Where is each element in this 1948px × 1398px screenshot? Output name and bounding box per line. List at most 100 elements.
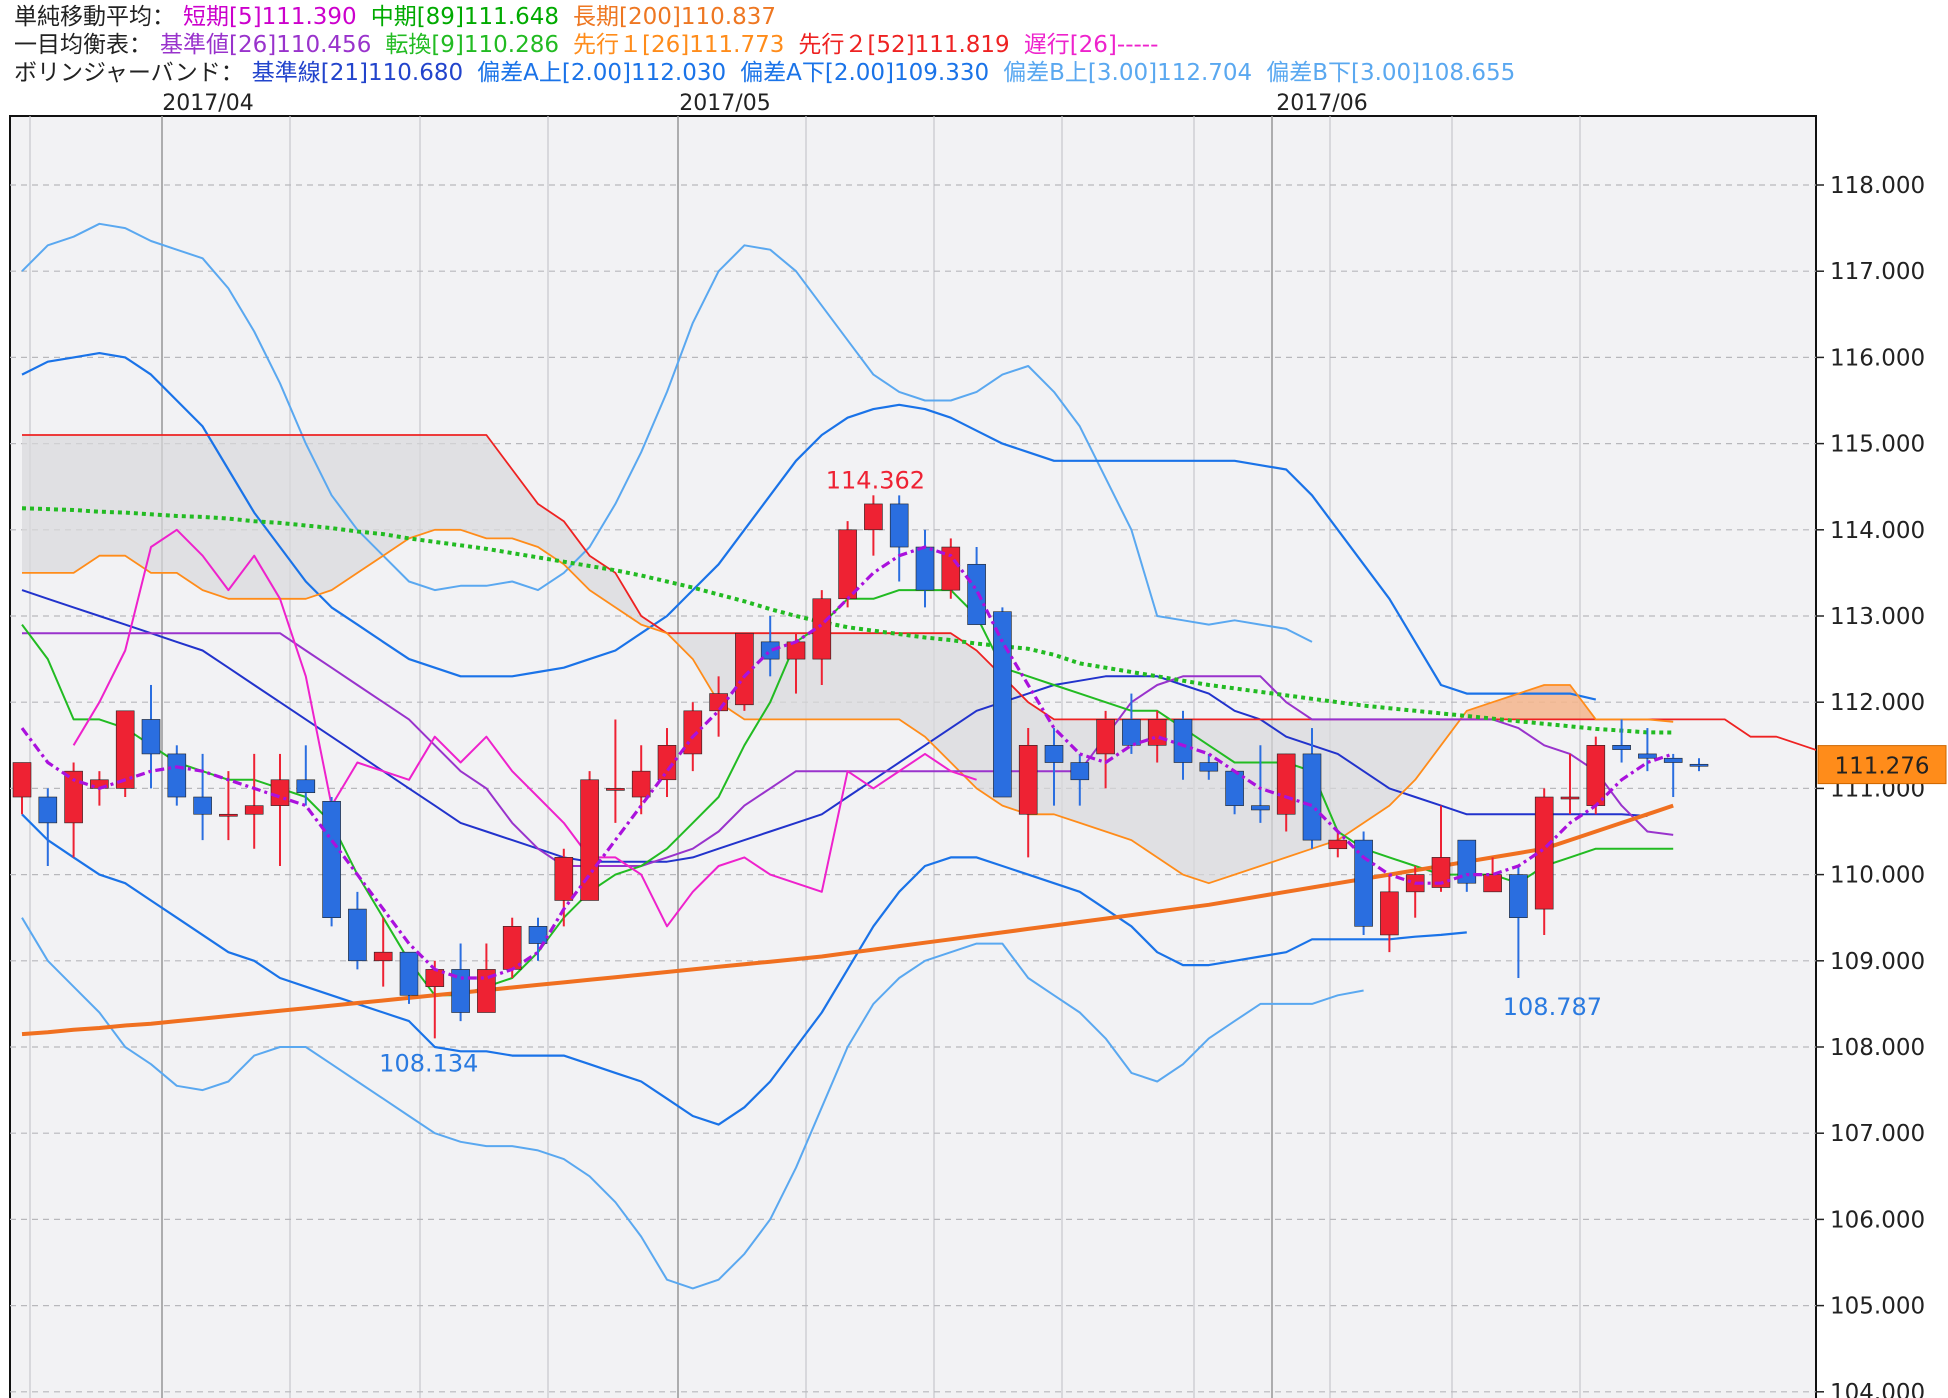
candle-body-up bbox=[786, 641, 806, 660]
candle-body-down bbox=[38, 796, 58, 824]
candle-body-up bbox=[631, 770, 651, 798]
candle-body-up bbox=[554, 857, 574, 901]
candle-body-up bbox=[12, 762, 32, 798]
current-price-tag bbox=[1817, 745, 1947, 785]
candle-body-up bbox=[1018, 744, 1038, 815]
y-tick-label: 115.000 bbox=[1830, 432, 1925, 458]
candle-body-down bbox=[296, 779, 316, 794]
x-month-label: 2017/06 bbox=[1276, 91, 1367, 116]
legend-bollinger-a-up: 偏差A上[2.00]112.030 bbox=[477, 60, 727, 86]
sma-short-line bbox=[20, 545, 1674, 980]
current-price-label: 111.276 bbox=[1834, 754, 1929, 780]
candle-body-down bbox=[348, 908, 367, 962]
candle-body-up bbox=[864, 503, 883, 531]
candle-body-up bbox=[373, 951, 393, 962]
bollinger-mid-line bbox=[21, 589, 1648, 863]
candle-body-down bbox=[1302, 753, 1322, 841]
candle-body-down bbox=[1122, 719, 1141, 746]
candle-body-down bbox=[1457, 839, 1477, 884]
candle-body-up bbox=[606, 788, 625, 791]
candle-body-up bbox=[657, 744, 677, 781]
candle-body-up bbox=[1328, 839, 1348, 850]
y-tick-label: 107.000 bbox=[1830, 1121, 1925, 1147]
legend-sma-short: 短期[5]111.390 bbox=[183, 4, 357, 30]
candle-body-up bbox=[477, 969, 496, 1013]
candle-body-up bbox=[115, 710, 135, 789]
x-month-label: 2017/05 bbox=[679, 91, 770, 116]
legend-ichimoku-span2: 先行２[52]111.819 bbox=[798, 32, 1010, 58]
candle-body-down bbox=[1070, 762, 1090, 781]
legend-bollinger-mid: 基準線[21]110.680 bbox=[251, 60, 464, 86]
candle-body-down bbox=[1251, 805, 1270, 811]
candle-body-up bbox=[1276, 753, 1296, 815]
legend-ichimoku-row: 一目均衡表： 基準値[26]110.456 転換[9]110.286 先行１[26]1… bbox=[14, 31, 1172, 59]
legend-sma-mid: 中期[89]111.648 bbox=[370, 4, 560, 30]
candle-body-up bbox=[941, 546, 961, 591]
candle-body-up bbox=[219, 813, 238, 817]
legend-sma-label: 単純移動平均： bbox=[14, 4, 175, 30]
legend-ichimoku-base: 基準値[26]110.456 bbox=[160, 32, 372, 58]
y-tick-label: 109.000 bbox=[1830, 949, 1925, 975]
candle-body-down bbox=[1044, 744, 1064, 763]
candle-body-down bbox=[451, 969, 470, 1013]
y-tick-label: 113.000 bbox=[1830, 604, 1925, 630]
low-annotation-2: 108.787 bbox=[1503, 993, 1602, 1021]
sma-long-line bbox=[21, 803, 1674, 1037]
y-tick-label: 116.000 bbox=[1830, 345, 1925, 371]
y-tick-label: 118.000 bbox=[1830, 173, 1925, 199]
low-annotation-1: 108.134 bbox=[379, 1049, 478, 1077]
candle-body-down bbox=[993, 611, 1012, 798]
candle-body-down bbox=[1509, 874, 1528, 918]
candle-body-down bbox=[399, 951, 419, 996]
candle-body-up bbox=[1534, 796, 1554, 910]
bollinger-a-upper-line bbox=[21, 352, 1597, 701]
legend-sma-long: 長期[200]110.837 bbox=[573, 4, 776, 30]
candle-body-down bbox=[1612, 744, 1631, 750]
legend-bollinger-a-down: 偏差A下[2.00]109.330 bbox=[740, 60, 990, 86]
candle-body-down bbox=[1689, 763, 1709, 767]
candle-body-down bbox=[322, 801, 341, 919]
y-tick-label: 104.000 bbox=[1830, 1380, 1925, 1398]
legend-sma-row: 単純移動平均： 短期[5]111.390 中期[89]111.648 長期[200]1… bbox=[14, 3, 790, 31]
y-tick-label: 112.000 bbox=[1830, 690, 1925, 716]
legend-bollinger-row: ボリンジャーバンド： 基準線[21]110.680 偏差A上[2.00]112.03… bbox=[14, 59, 1529, 87]
candle-body-up bbox=[425, 969, 445, 987]
legend-ichimoku-conversion: 転換[9]110.286 bbox=[385, 32, 560, 58]
candle-body-up bbox=[244, 805, 264, 815]
candle-body-up bbox=[1586, 744, 1606, 806]
y-tick-label: 110.000 bbox=[1830, 863, 1925, 889]
legend-bollinger-label: ボリンジャーバンド： bbox=[14, 60, 244, 86]
candle-body-down bbox=[1199, 762, 1219, 772]
high-annotation: 114.362 bbox=[826, 467, 925, 495]
ichimoku-lagging-line bbox=[72, 528, 977, 928]
candle-body-up bbox=[1483, 874, 1502, 893]
candle-body-up bbox=[1096, 719, 1115, 755]
candle-body-down bbox=[1225, 770, 1244, 806]
candle-body-down bbox=[915, 546, 935, 591]
y-tick-label: 108.000 bbox=[1830, 1035, 1925, 1061]
plot-area bbox=[9, 115, 1817, 1398]
ichimoku-span1-line bbox=[22, 528, 1674, 885]
plot-layer bbox=[10, 116, 1816, 1398]
sma-mid-line bbox=[21, 506, 1674, 735]
candle-body-down bbox=[528, 926, 548, 944]
legend-ichimoku-label: 一目均衡表： bbox=[14, 32, 152, 58]
candle-body-down bbox=[889, 503, 909, 548]
candle-body-up bbox=[1380, 891, 1399, 936]
candle-body-down bbox=[1638, 753, 1657, 759]
candle-body-up bbox=[812, 598, 832, 660]
candle-body-down bbox=[167, 753, 187, 798]
candle-body-up bbox=[502, 926, 522, 970]
candle-body-up bbox=[1147, 719, 1167, 746]
candle-body-down bbox=[1663, 757, 1683, 763]
candle-body-up bbox=[580, 779, 599, 901]
y-tick-label: 106.000 bbox=[1830, 1207, 1925, 1233]
legend-bollinger-b-up: 偏差B上[3.00]112.704 bbox=[1003, 60, 1253, 86]
y-tick-label: 117.000 bbox=[1830, 259, 1925, 285]
candle-body-down bbox=[1173, 719, 1193, 763]
candle-body-up bbox=[735, 632, 754, 706]
y-tick-label: 105.000 bbox=[1830, 1294, 1925, 1320]
legend-ichimoku-span1: 先行１[26]111.773 bbox=[573, 32, 785, 58]
candle-body-down bbox=[967, 563, 986, 625]
